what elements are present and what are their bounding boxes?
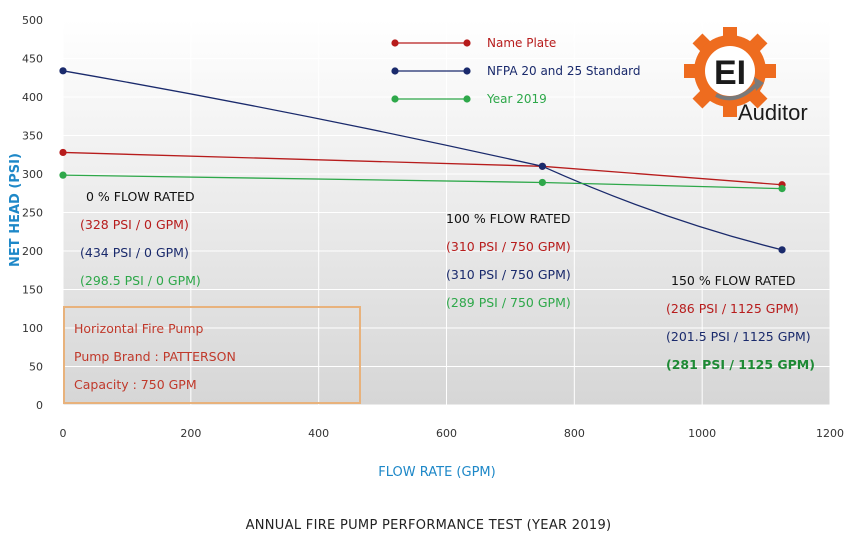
chart-title: ANNUAL FIRE PUMP PERFORMANCE TEST (YEAR … — [245, 518, 612, 533]
legend-marker — [463, 95, 471, 103]
pump-brand: Pump Brand : PATTERSON — [74, 349, 236, 364]
x-tick-label: 1000 — [688, 427, 716, 440]
data-point — [59, 171, 67, 179]
legend-label: Name Plate — [487, 36, 556, 50]
logo-mark: EI — [714, 54, 746, 92]
legend: Name Plate NFPA 20 and 25 Standard Year 20… — [391, 36, 641, 106]
annotation-100-name-plate: (310 PSI / 750 GPM) — [446, 239, 571, 254]
x-axis-ticks: 0 200 400 600 800 1000 1200 — [60, 427, 845, 440]
ei-auditor-logo: EI Auditor — [684, 27, 808, 125]
annotation-0-year2019: (298.5 PSI / 0 GPM) — [80, 273, 201, 288]
data-point — [59, 148, 67, 157]
logo-name: Auditor — [738, 100, 808, 125]
annotation-150-header: 150 % FLOW RATED — [671, 273, 796, 288]
annotation-100-nfpa: (310 PSI / 750 GPM) — [446, 267, 571, 282]
series-lines — [59, 67, 786, 254]
annotation-0-name-plate: (328 PSI / 0 GPM) — [80, 217, 189, 232]
x-tick-label: 600 — [436, 427, 457, 440]
y-tick-label: 450 — [22, 53, 43, 66]
annotation-100-header: 100 % FLOW RATED — [446, 211, 571, 226]
y-tick-label: 150 — [22, 284, 43, 297]
legend-label: Year 2019 — [486, 92, 547, 106]
y-axis-ticks: 0 50 100 150 200 250 300 350 400 450 500 — [22, 14, 43, 412]
legend-marker — [463, 39, 471, 47]
x-tick-label: 200 — [180, 427, 201, 440]
y-axis-label: NET HEAD (PSI) — [8, 153, 23, 267]
x-axis-label: FLOW RATE (GPM) — [378, 465, 495, 480]
pump-capacity: Capacity : 750 GPM — [74, 377, 197, 392]
legend-marker — [391, 67, 399, 75]
legend-marker — [391, 39, 399, 47]
data-point — [59, 67, 67, 75]
legend-label: NFPA 20 and 25 Standard — [487, 64, 641, 78]
legend-marker — [391, 95, 399, 103]
data-point — [778, 185, 786, 193]
series-line-2 — [62, 70, 783, 251]
x-tick-label: 800 — [564, 427, 585, 440]
gear-icon — [684, 27, 776, 117]
annotation-150-year2019: (281 PSI / 1125 GPM) — [666, 357, 815, 372]
data-point — [778, 246, 786, 254]
legend-marker — [463, 67, 471, 75]
annotation-150-name-plate: (286 PSI / 1125 GPM) — [666, 301, 799, 316]
y-tick-label: 250 — [22, 207, 43, 220]
annotation-0-nfpa: (434 PSI / 0 GPM) — [80, 245, 189, 260]
x-tick-label: 1200 — [816, 427, 844, 440]
x-tick-label: 400 — [308, 427, 329, 440]
y-tick-label: 350 — [22, 130, 43, 143]
annotation-150-nfpa: (201.5 PSI / 1125 GPM) — [666, 329, 811, 344]
y-tick-label: 300 — [22, 168, 43, 181]
data-point — [538, 162, 546, 170]
y-tick-label: 0 — [36, 399, 43, 412]
data-point — [538, 178, 546, 187]
x-tick-label: 0 — [60, 427, 67, 440]
pump-type: Horizontal Fire Pump — [74, 321, 204, 336]
y-tick-label: 500 — [22, 14, 43, 27]
y-tick-label: 50 — [29, 361, 43, 374]
pump-info-box: Horizontal Fire Pump Pump Brand : PATTER… — [63, 306, 361, 404]
annotation-0-header: 0 % FLOW RATED — [86, 189, 195, 204]
annotation-100-year2019: (289 PSI / 750 GPM) — [446, 295, 571, 310]
y-tick-label: 400 — [22, 91, 43, 104]
y-tick-label: 200 — [22, 245, 43, 258]
y-tick-label: 100 — [22, 322, 43, 335]
